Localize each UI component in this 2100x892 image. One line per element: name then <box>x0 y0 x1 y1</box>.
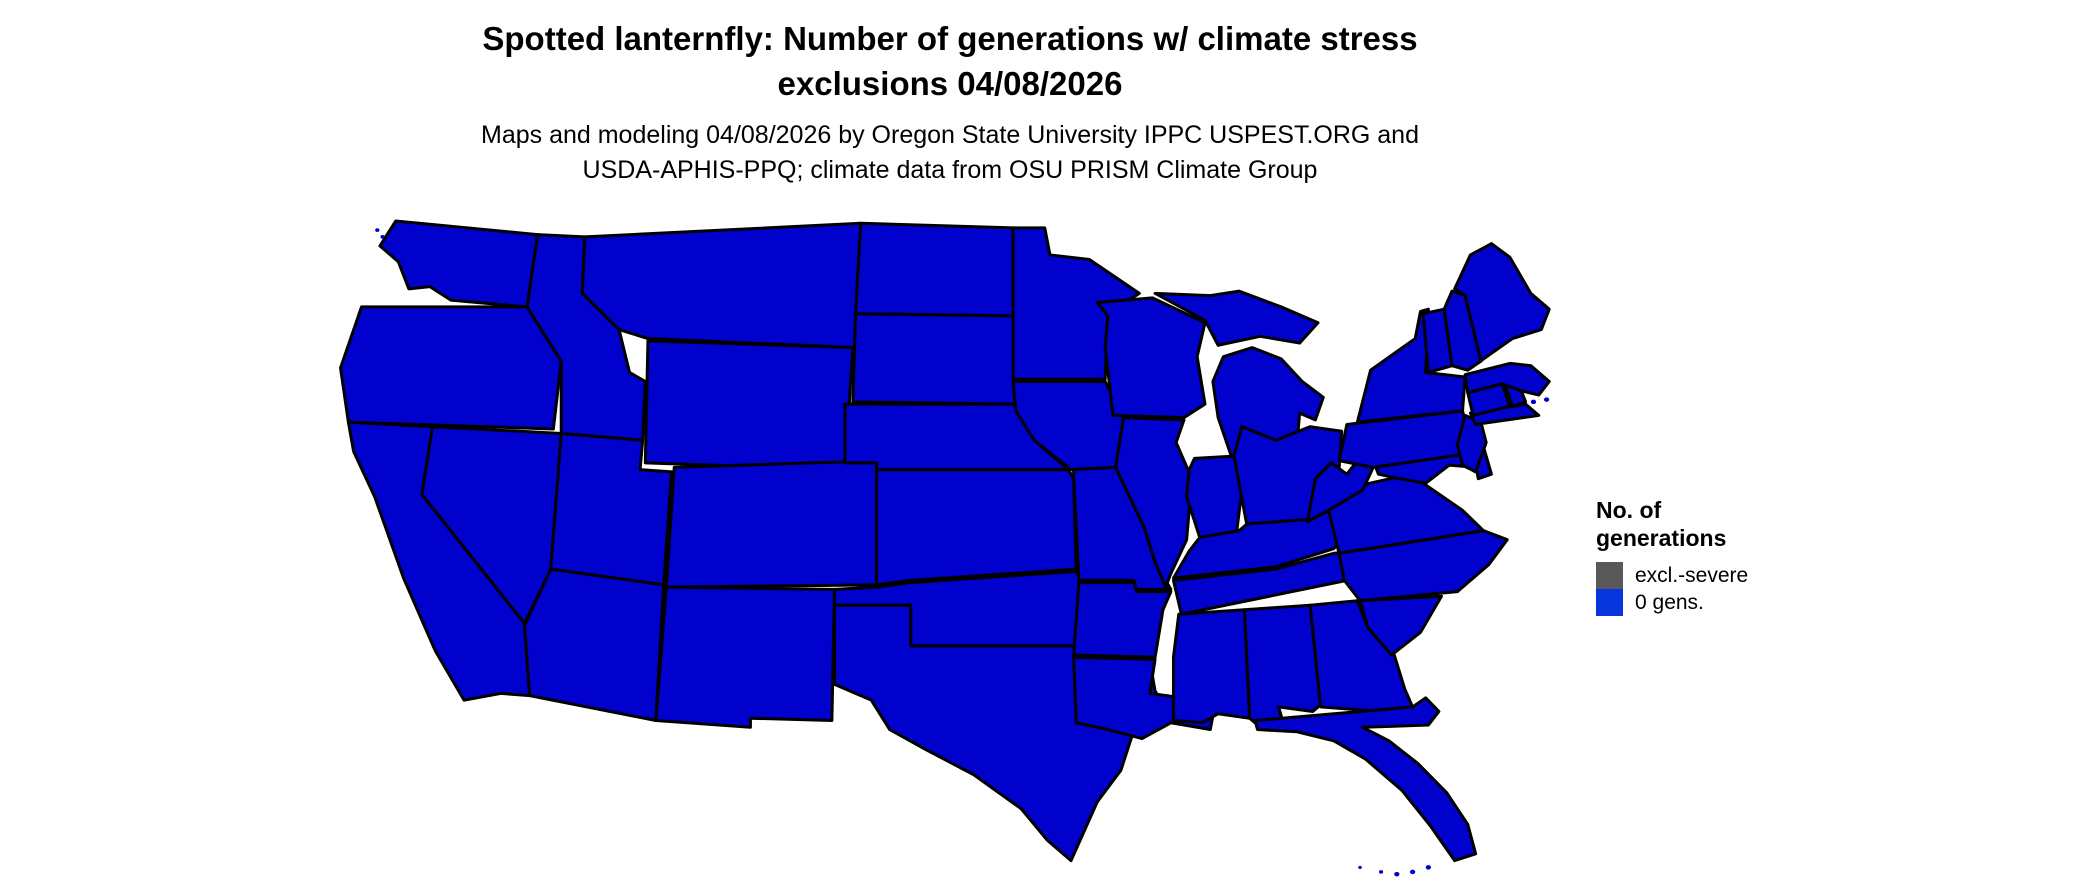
state-south-dakota <box>853 314 1021 404</box>
state-arizona <box>524 569 663 720</box>
state-mississippi <box>1173 610 1249 723</box>
us-choropleth-map <box>330 212 1565 890</box>
state-wisconsin <box>1097 298 1205 418</box>
state-illinois <box>1116 418 1192 588</box>
islands-group <box>375 228 1550 877</box>
florida-keys-island <box>1425 865 1431 870</box>
state-florida <box>1255 698 1476 861</box>
state-washington <box>380 221 538 307</box>
state-north-dakota <box>856 223 1014 316</box>
massachusetts-island <box>1530 399 1537 405</box>
state-south-carolina <box>1360 596 1441 655</box>
state-alabama <box>1244 605 1320 725</box>
state-michigan-upper-peninsula <box>1155 291 1318 345</box>
washington-coast-island <box>380 235 385 239</box>
title-line-2: exclusions 04/08/2026 <box>777 65 1123 102</box>
excl-severe-color-swatch <box>1596 562 1623 589</box>
state-colorado <box>666 461 881 588</box>
legend-title-line-2: generations <box>1596 525 1727 551</box>
subtitle-line-1: Maps and modeling 04/08/2026 by Oregon S… <box>481 121 1419 149</box>
legend-items: excl.-severe 0 gens. <box>1596 562 1876 616</box>
state-georgia <box>1310 601 1412 712</box>
legend-title-line-1: No. of <box>1596 497 1662 523</box>
subtitle-line-2: USDA-APHIS-PPQ; climate data from OSU PR… <box>582 156 1318 184</box>
state-montana <box>582 223 861 347</box>
florida-keys-island <box>1409 869 1416 875</box>
state-minnesota <box>1013 228 1139 379</box>
washington-coast-island <box>375 228 380 232</box>
map-legend: No. of generations excl.-severe 0 gens. <box>1596 496 1876 616</box>
state-kansas <box>877 470 1077 585</box>
us-map-svg <box>330 212 1565 877</box>
state-maine <box>1455 244 1550 362</box>
legend-title: No. of generations <box>1596 496 1876 552</box>
state-wyoming <box>645 341 853 470</box>
state-new-mexico <box>656 587 835 727</box>
state-new-york <box>1357 309 1465 422</box>
page-subtitle: Maps and modeling 04/08/2026 by Oregon S… <box>0 118 1900 188</box>
florida-keys-island <box>1358 865 1362 869</box>
florida-keys-island <box>1394 871 1400 877</box>
legend-item-label: excl.-severe <box>1635 564 1749 587</box>
legend-item-zero-gens: 0 gens. <box>1596 589 1876 616</box>
florida-keys-island <box>1378 870 1384 874</box>
zero-gens-color-swatch <box>1596 589 1623 616</box>
page-title: Spotted lanternfly: Number of generation… <box>0 16 1900 106</box>
state-oregon <box>341 307 562 429</box>
state-arkansas <box>1074 583 1171 658</box>
massachusetts-island <box>1543 397 1550 402</box>
legend-item-label: 0 gens. <box>1635 591 1704 614</box>
states-group <box>341 221 1550 861</box>
title-line-1: Spotted lanternfly: Number of generation… <box>482 20 1418 57</box>
legend-item-excl-severe: excl.-severe <box>1596 562 1876 589</box>
state-massachusetts <box>1465 363 1549 395</box>
